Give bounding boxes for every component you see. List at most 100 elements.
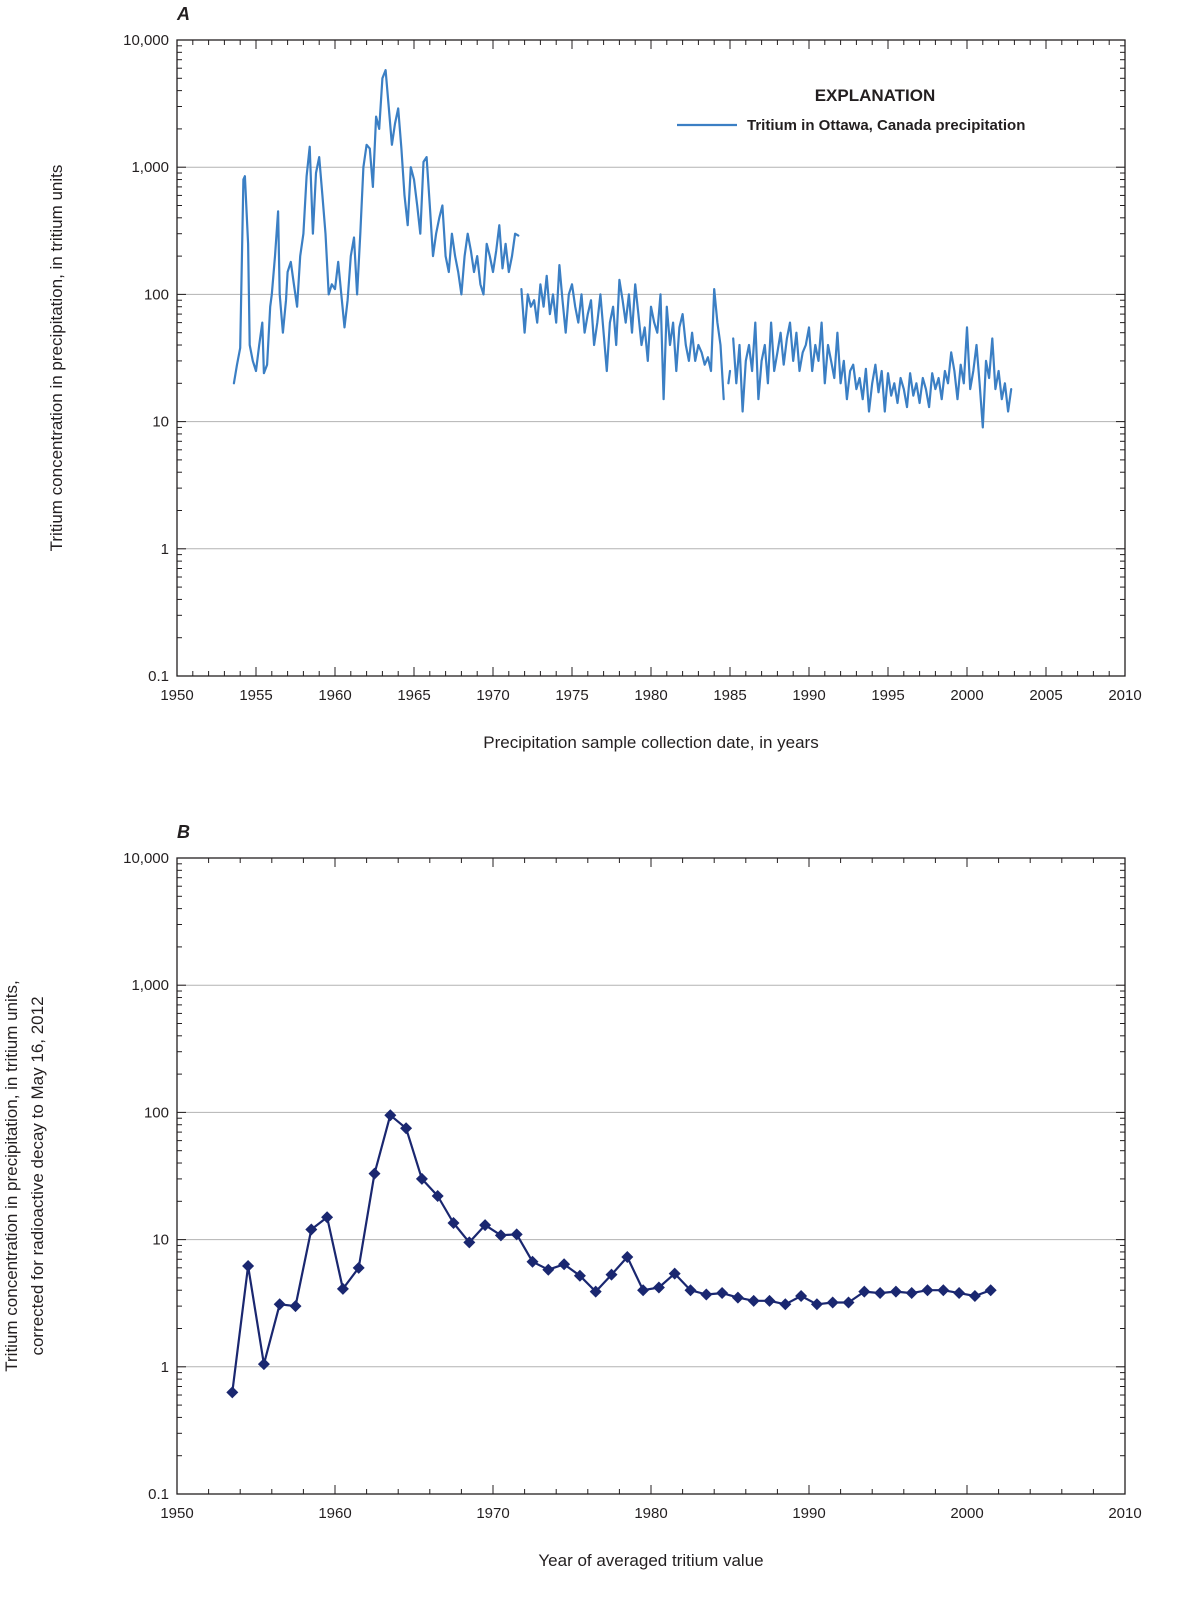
data-point-marker [352,1261,365,1274]
x-tick-label: 1985 [713,687,746,704]
data-point-marker [494,1229,507,1242]
data-point-marker [605,1268,618,1281]
data-point-marker [858,1285,871,1298]
data-point-marker [889,1285,902,1298]
data-point-marker [415,1172,428,1185]
data-point-marker [526,1255,539,1268]
data-point-marker [621,1250,634,1263]
data-point-marker [652,1281,665,1294]
data-point-marker [321,1211,334,1224]
data-point-marker [700,1288,713,1301]
data-point-marker [542,1263,555,1276]
y-axis-title: Tritium concentration in precipitation, … [47,165,66,552]
data-point-marker [431,1190,444,1203]
x-tick-label: 1995 [871,687,904,704]
data-point-marker [763,1294,776,1307]
data-point-marker [968,1290,981,1303]
legend: EXPLANATION Tritium in Ottawa, Canada pre… [677,86,1025,134]
data-point-marker [400,1122,413,1135]
data-point-marker [336,1282,349,1295]
y-tick-label: 0.1 [148,668,169,685]
data-point-marker [716,1287,729,1300]
x-tick-label: 2005 [1029,687,1062,704]
x-tick-label: 1990 [792,687,825,704]
series-line [732,321,1013,429]
data-point-marker [305,1223,318,1236]
data-point-marker [874,1287,887,1300]
x-tick-label: 1970 [476,687,509,704]
data-point-marker [257,1358,270,1371]
x-axis-title: Year of averaged tritium value [538,1551,763,1570]
panel-label: A [176,4,190,24]
data-point-marker [589,1285,602,1298]
data-point-marker [731,1291,744,1304]
x-tick-labels: 1950 1955 1960 1965 1970 1975 1980 1985 1990 1995… [160,687,1141,704]
y-tick-label: 1 [161,1359,169,1376]
data-point-marker [368,1167,381,1180]
data-point-marker [842,1296,855,1309]
panel-a-chart: 1950 1955 1960 1965 1970 1975 1980 1985 1990 1995… [47,4,1142,752]
data-point-marker [779,1298,792,1311]
y-tick-label: 10 [152,414,169,431]
x-axis-title: Precipitation sample collection date, in… [483,733,818,752]
data-point-marker [273,1298,286,1311]
y-tick-label: 1,000 [131,159,169,176]
y-axis-title: Tritium concentration in precipitation, … [2,980,21,1371]
gridlines [177,984,1125,1368]
legend-title: EXPLANATION [815,86,936,105]
series-line [232,69,520,385]
x-tick-label: 1960 [318,687,351,704]
x-axis-ticks [176,858,1126,1494]
x-tick-label: 1970 [476,1505,509,1522]
y-tick-label: 1 [161,541,169,558]
x-tick-label: 1950 [160,1505,193,1522]
series-group [226,1109,997,1399]
panel-label: B [177,822,190,842]
y-tick-labels: 0.1 1 10 100 1,000 10,000 [123,850,169,1503]
plot-frame [176,39,1126,677]
x-tick-label: 1980 [634,1505,667,1522]
y-tick-label: 10,000 [123,850,169,867]
data-point-marker [795,1290,808,1303]
data-point-marker [953,1287,966,1300]
data-point-marker [447,1217,460,1230]
data-point-marker [242,1260,255,1273]
data-point-marker [510,1228,523,1241]
x-axis-ticks [176,40,1126,676]
x-tick-labels: 1950 1960 1970 1980 1990 2000 2010 [160,1505,1141,1522]
data-point-marker [984,1284,997,1297]
y-axis-ticks [177,45,1125,677]
data-point-marker [826,1296,839,1309]
y-tick-label: 100 [144,1104,169,1121]
data-point-marker [810,1298,823,1311]
x-tick-label: 1955 [239,687,272,704]
x-tick-label: 1990 [792,1505,825,1522]
series-line [231,1114,992,1394]
panel-b-chart: 1950 1960 1970 1980 1990 2000 2010 0.1 1 10 100 1,0… [2,822,1142,1570]
y-tick-label: 10,000 [123,32,169,49]
data-point-marker [226,1386,239,1399]
x-tick-label: 2000 [950,1505,983,1522]
data-point-marker [921,1284,934,1297]
data-point-marker [905,1287,918,1300]
y-axis-ticks [177,863,1125,1495]
series-line [727,369,732,385]
y-tick-label: 1,000 [131,977,169,994]
series-group [232,69,1013,429]
y-tick-labels: 0.1 1 10 100 1,000 10,000 [123,32,169,685]
x-tick-label: 2000 [950,687,983,704]
series-line [520,264,725,401]
y-tick-label: 0.1 [148,1486,169,1503]
data-point-marker [479,1219,492,1232]
data-point-marker [289,1300,302,1313]
data-point-marker [684,1284,697,1297]
gridlines [177,166,1125,550]
x-tick-label: 1960 [318,1505,351,1522]
x-tick-label: 1975 [555,687,588,704]
data-point-marker [558,1258,571,1271]
data-point-marker [937,1284,950,1297]
data-point-marker [668,1267,681,1280]
plot-frame [176,857,1126,1495]
y-tick-label: 100 [144,286,169,303]
